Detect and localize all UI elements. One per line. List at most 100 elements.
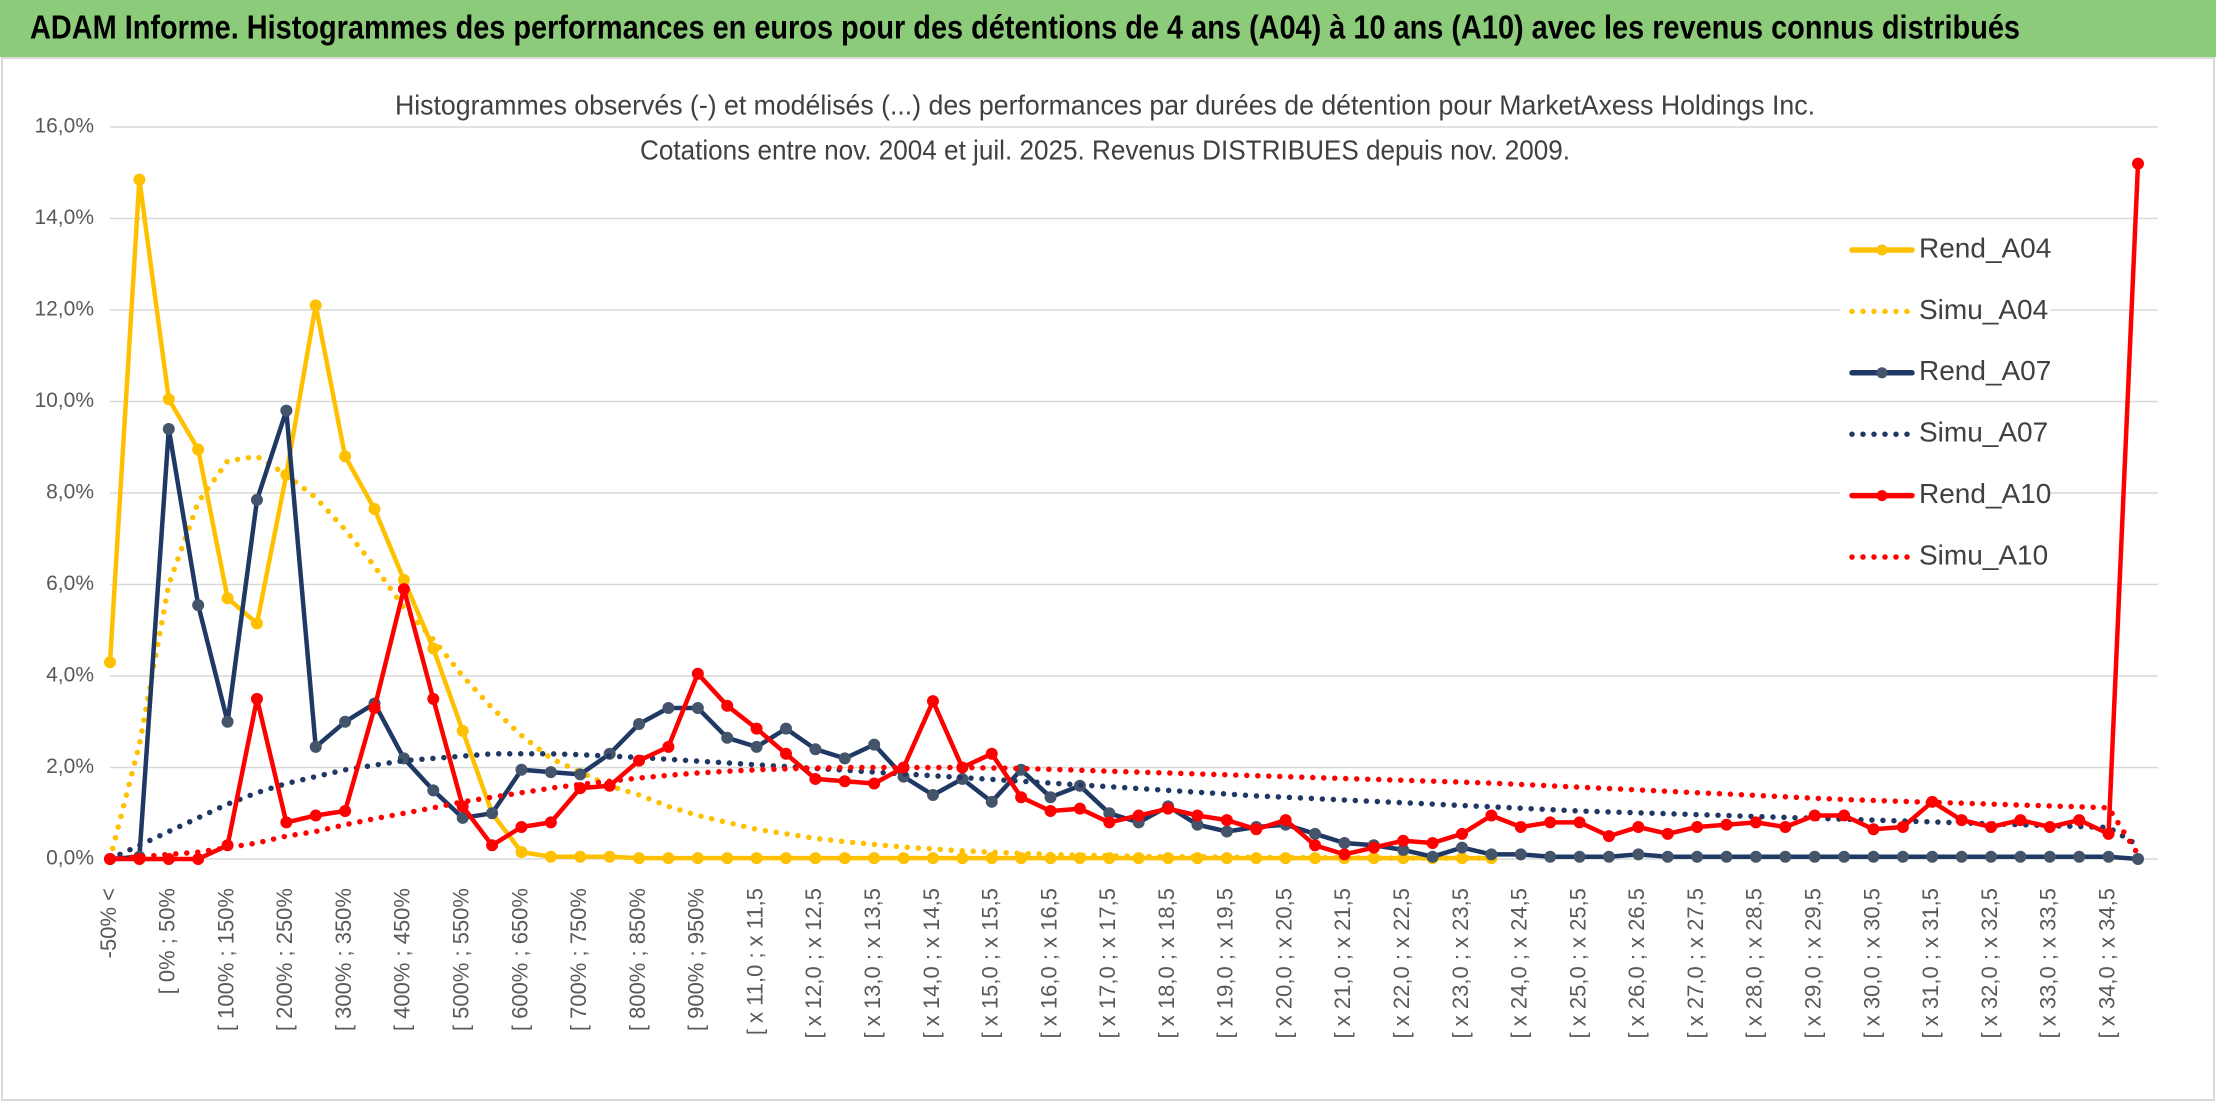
marker [1661, 827, 1674, 840]
marker [2132, 853, 2144, 865]
x-tick-label: [ x 15,0 ; x 15,5 [978, 888, 1003, 1038]
x-tick-label: [ x 21,0 ; x 21,5 [1330, 888, 1355, 1038]
x-tick-label: [ x 34,0 ; x 34,5 [2094, 888, 2119, 1038]
marker [926, 695, 939, 708]
marker [1426, 836, 1439, 849]
dotted-line [107, 453, 1495, 862]
marker [1779, 850, 1792, 863]
x-tick-label: [ x 16,0 ; x 16,5 [1036, 888, 1061, 1038]
x-tick-label: [ x 26,0 ; x 26,5 [1624, 888, 1649, 1038]
x-tick-label: [ x 29,0 ; x 29,5 [1801, 888, 1826, 1038]
marker [162, 422, 175, 435]
x-tick-label: [ 100% ; 150% [213, 888, 238, 1031]
marker [1220, 825, 1233, 838]
legend-marker [1876, 490, 1888, 502]
marker [809, 772, 822, 785]
x-tick-label: [ 900% ; 950% [684, 888, 709, 1031]
x-tick-label: [ 700% ; 750% [566, 888, 591, 1031]
marker [1338, 836, 1351, 849]
y-tick-label: 12,0% [34, 298, 94, 321]
legend-marker [1876, 367, 1888, 379]
marker [1456, 827, 1468, 840]
marker [1397, 834, 1410, 847]
x-tick-label: [ 600% ; 650% [507, 888, 532, 1031]
marker [1985, 850, 1998, 863]
x-tick-label: [ x 18,0 ; x 18,5 [1154, 888, 1179, 1038]
marker [544, 816, 557, 829]
x-tick-label: [ x 27,0 ; x 27,5 [1683, 888, 1708, 1038]
marker [427, 784, 440, 797]
marker [1309, 827, 1322, 840]
marker [250, 692, 263, 705]
marker [838, 852, 851, 865]
marker [574, 850, 587, 863]
x-tick-label: [ x 31,0 ; x 31,5 [1918, 888, 1943, 1038]
marker [809, 852, 822, 865]
y-tick-label: 4,0% [46, 664, 94, 687]
marker [192, 853, 205, 865]
y-tick-label: 10,0% [34, 389, 94, 412]
legend-label: Simu_A04 [1919, 294, 2048, 325]
marker [339, 450, 352, 463]
marker [750, 722, 763, 735]
marker [1867, 823, 1880, 836]
marker [1191, 809, 1204, 822]
y-tick-label: 14,0% [34, 206, 94, 229]
marker [1632, 848, 1645, 861]
marker [1220, 814, 1233, 827]
marker [427, 692, 440, 705]
marker [397, 583, 410, 596]
marker [339, 715, 352, 728]
x-tick-label: [ x 28,0 ; x 28,5 [1742, 888, 1767, 1038]
marker [456, 800, 469, 813]
marker [1514, 820, 1527, 833]
legend-marker [1876, 244, 1888, 256]
marker [1838, 809, 1851, 822]
marker [1720, 850, 1733, 863]
marker [603, 850, 616, 863]
x-tick-label: [ 300% ; 350% [331, 888, 356, 1031]
marker [250, 617, 263, 630]
marker [780, 852, 792, 865]
marker [1514, 848, 1527, 861]
marker [721, 731, 734, 744]
x-tick-label: [ 500% ; 550% [449, 888, 474, 1031]
legend-label: Rend_A07 [1919, 355, 2051, 386]
marker [1867, 850, 1880, 863]
x-tick-label: [ x 23,0 ; x 23,5 [1448, 888, 1473, 1038]
marker [691, 667, 704, 680]
x-tick-label: [ x 22,0 ; x 22,5 [1389, 888, 1414, 1038]
marker [956, 852, 969, 865]
marker [1691, 850, 1704, 863]
marker [1015, 791, 1028, 804]
marker [868, 738, 881, 751]
marker [780, 722, 792, 735]
x-tick-label: [ 800% ; 850% [625, 888, 650, 1031]
marker [456, 724, 469, 737]
x-tick-label: [ x 12,0 ; x 12,5 [801, 888, 826, 1038]
marker [926, 852, 939, 865]
marker [1691, 820, 1704, 833]
marker [633, 718, 646, 731]
line [107, 161, 2141, 862]
legend-label: Rend_A04 [1919, 232, 2051, 263]
marker [1338, 848, 1351, 861]
marker [1720, 818, 1733, 831]
marker [2102, 850, 2115, 863]
marker [104, 656, 116, 669]
marker [1367, 841, 1380, 854]
marker [515, 820, 528, 833]
header-bar [0, 0, 2216, 57]
marker [1602, 830, 1615, 843]
marker [2102, 827, 2115, 840]
x-tick-label: [ x 20,0 ; x 20,5 [1271, 888, 1296, 1038]
legend-label: Simu_A10 [1919, 539, 2048, 570]
marker [985, 795, 998, 808]
marker [721, 699, 734, 712]
legend-label: Rend_A10 [1919, 478, 2051, 509]
marker [1749, 850, 1762, 863]
y-tick-label: 6,0% [46, 572, 94, 595]
marker [574, 768, 587, 781]
marker [2073, 814, 2086, 827]
